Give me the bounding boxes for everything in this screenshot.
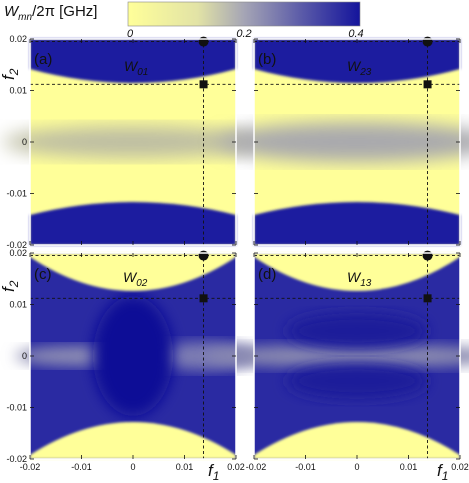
colorbar: Wmn/2π [GHz] 0 0.2 0.4 bbox=[4, 1, 364, 40]
x-axis-label-sub: 1 bbox=[442, 469, 449, 483]
colorbar-gradient bbox=[127, 1, 361, 27]
y-axis-label-top: f2 bbox=[0, 68, 21, 80]
x-tick-label: 0 bbox=[354, 462, 359, 472]
colorbar-tick-label: 0.4 bbox=[348, 28, 363, 40]
panel-letter: (b) bbox=[258, 51, 276, 68]
panel-letter: (d) bbox=[258, 266, 276, 283]
colorbar-title-sub: mn bbox=[18, 12, 32, 23]
matrix-element-main: W bbox=[124, 58, 139, 74]
colorbar-tick-label: 0.2 bbox=[236, 28, 251, 40]
x-tick-label: -0.02 bbox=[20, 462, 41, 472]
y-axis-label-sub: 2 bbox=[7, 68, 21, 76]
matrix-element-label: W02 bbox=[123, 269, 148, 289]
marker-circle bbox=[422, 250, 433, 261]
x-tick-label: 0 bbox=[130, 462, 135, 472]
matrix-element-sub: 02 bbox=[136, 278, 148, 289]
matrix-element-main: W bbox=[123, 269, 138, 285]
y-tick-label: -0.01 bbox=[6, 403, 27, 413]
y-tick-label: -0.02 bbox=[6, 240, 27, 250]
panel-d: (d) W13 bbox=[207, 253, 469, 459]
x-tick-label: 0.01 bbox=[400, 462, 418, 472]
y-tick-label: 0.02 bbox=[9, 34, 27, 44]
x-tick-label: -0.02 bbox=[246, 462, 267, 472]
y-tick-label: 0 bbox=[22, 137, 27, 147]
marker-square bbox=[199, 80, 208, 89]
x-tick-label: 0.02 bbox=[451, 462, 469, 472]
y-tick-label: -0.02 bbox=[6, 454, 27, 464]
colorbar-title-main: W bbox=[4, 3, 20, 20]
matrix-element-sub: 01 bbox=[137, 67, 148, 78]
x-tick-label: 0.02 bbox=[227, 462, 245, 472]
y-axis-label-bottom: f2 bbox=[0, 280, 21, 292]
marker-square bbox=[423, 80, 432, 89]
x-tick-label: -0.01 bbox=[71, 462, 92, 472]
panel-a: (a) W01 bbox=[3, 39, 263, 245]
x-tick-label: -0.01 bbox=[295, 462, 316, 472]
heatmap-w13 bbox=[207, 253, 469, 459]
y-tick-label: 0.01 bbox=[9, 86, 27, 96]
colorbar-title-rest: /2π [GHz] bbox=[32, 3, 97, 20]
colorbar-title: Wmn/2π [GHz] bbox=[4, 3, 97, 23]
panel-b: (b) W23 bbox=[217, 39, 469, 245]
x-tick-label: 0.01 bbox=[176, 462, 194, 472]
matrix-element-main: W bbox=[347, 269, 362, 285]
y-tick-label: 0.01 bbox=[9, 300, 27, 310]
x-axis-label-right: f1 bbox=[437, 461, 448, 483]
marker-circle bbox=[422, 36, 433, 47]
x-axis-label-sub: 1 bbox=[213, 469, 220, 483]
y-tick-label: 0.02 bbox=[9, 248, 27, 258]
panel-letter: (c) bbox=[34, 266, 52, 283]
panel-c: (c) W02 bbox=[15, 253, 260, 459]
matrix-element-label: W13 bbox=[347, 269, 372, 289]
y-axis-label-main: f bbox=[0, 73, 18, 80]
matrix-element-label: W23 bbox=[347, 58, 372, 78]
y-axis-label-sub: 2 bbox=[7, 280, 21, 288]
matrix-element-main: W bbox=[347, 58, 362, 74]
marker-circle bbox=[198, 250, 209, 261]
y-tick-label: -0.01 bbox=[6, 189, 27, 199]
matrix-element-sub: 13 bbox=[360, 278, 372, 289]
marker-circle bbox=[198, 36, 209, 47]
x-axis-label-main: f bbox=[437, 461, 444, 480]
colorbar-tick-label: 0 bbox=[127, 28, 134, 40]
x-axis-label-left: f1 bbox=[208, 461, 219, 483]
x-axis-label-main: f bbox=[208, 461, 215, 480]
marker-square bbox=[199, 294, 208, 303]
matrix-element-sub: 23 bbox=[359, 67, 372, 78]
matrix-element-label: W01 bbox=[124, 58, 148, 78]
panel-letter: (a) bbox=[34, 51, 52, 68]
y-axis-label-main: f bbox=[0, 285, 18, 292]
y-tick-label: 0 bbox=[22, 351, 27, 361]
overlay-layer: 0.020.010-0.01-0.02-0.02 -0.01 0 0.01 0.020.… bbox=[6, 34, 468, 472]
marker-square bbox=[423, 294, 432, 303]
